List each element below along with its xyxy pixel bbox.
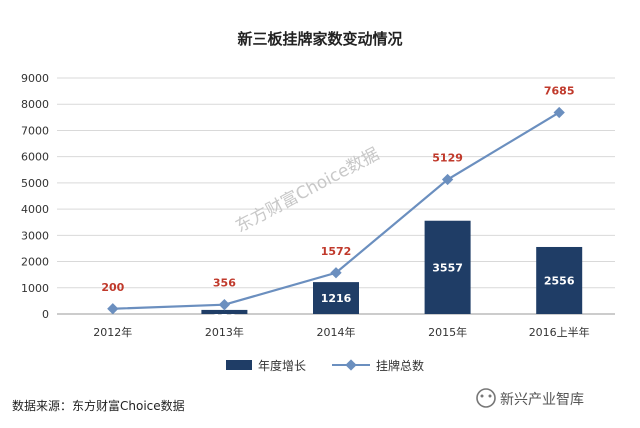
y-tick-label: 2000	[21, 256, 49, 269]
line-point	[553, 106, 565, 119]
y-tick-label: 0	[42, 308, 49, 321]
grid	[57, 77, 615, 315]
y-tick-label: 5000	[21, 177, 49, 190]
x-axis: 2012年 2013年 2014年 2015年 2016上半年	[93, 325, 589, 339]
y-tick-label: 7000	[21, 124, 49, 137]
legend-line-marker	[345, 359, 357, 371]
watermark: 东方财富Choice数据	[233, 144, 383, 237]
brand-name: 新兴产业智库	[500, 392, 584, 408]
legend-bar-label: 年度增长	[258, 358, 306, 373]
legend: 年度增长 挂牌总数	[226, 358, 424, 373]
bar-value-label: 2556	[544, 274, 575, 287]
x-tick-label: 2014年	[317, 325, 356, 339]
brand-mark: 新兴产业智库	[476, 388, 584, 408]
legend-bar-swatch	[226, 360, 252, 370]
line-point	[441, 173, 454, 186]
bar	[424, 220, 471, 314]
wechat-icon	[476, 388, 496, 408]
y-tick-label: 4000	[21, 203, 49, 216]
x-tick-label: 2015年	[428, 325, 467, 339]
bar-value-label: 156	[213, 312, 236, 325]
y-tick-label: 9000	[21, 72, 49, 85]
bar	[313, 282, 359, 314]
bar-series: 156 1216 3557 2556	[201, 220, 583, 325]
y-tick-label: 8000	[21, 98, 49, 111]
y-tick-label: 6000	[21, 151, 49, 164]
y-tick-label: 1000	[21, 282, 49, 295]
point-value-label: 7685	[544, 84, 575, 97]
x-tick-label: 2016上半年	[529, 325, 590, 339]
bar	[536, 246, 583, 314]
line-point	[330, 267, 342, 279]
bar-value-label: 1216	[321, 292, 352, 305]
series-line	[112, 111, 560, 310]
chart-title: 新三板挂牌家数变动情况	[237, 30, 402, 48]
line-point	[218, 299, 231, 311]
source-note: 数据来源：东方财富Choice数据	[12, 398, 185, 413]
point-value-label: 200	[101, 281, 124, 294]
line-series: 200 356 1572 5129 7685	[101, 84, 575, 315]
wechat-icon-dot	[488, 394, 492, 398]
y-axis: 0 1000 2000 3000 4000 5000 6000 7000 8000 9000	[21, 72, 49, 321]
line-point	[107, 303, 119, 315]
wechat-icon-dot	[480, 394, 484, 398]
legend-line-label: 挂牌总数	[376, 358, 424, 373]
bar-value-label: 3557	[432, 261, 463, 274]
point-value-label: 5129	[432, 152, 463, 165]
bar	[201, 309, 248, 314]
x-tick-label: 2012年	[93, 325, 132, 339]
point-value-label: 356	[213, 277, 236, 290]
point-value-label: 1572	[321, 245, 352, 258]
x-tick-label: 2013年	[205, 325, 244, 339]
y-tick-label: 3000	[21, 229, 49, 242]
